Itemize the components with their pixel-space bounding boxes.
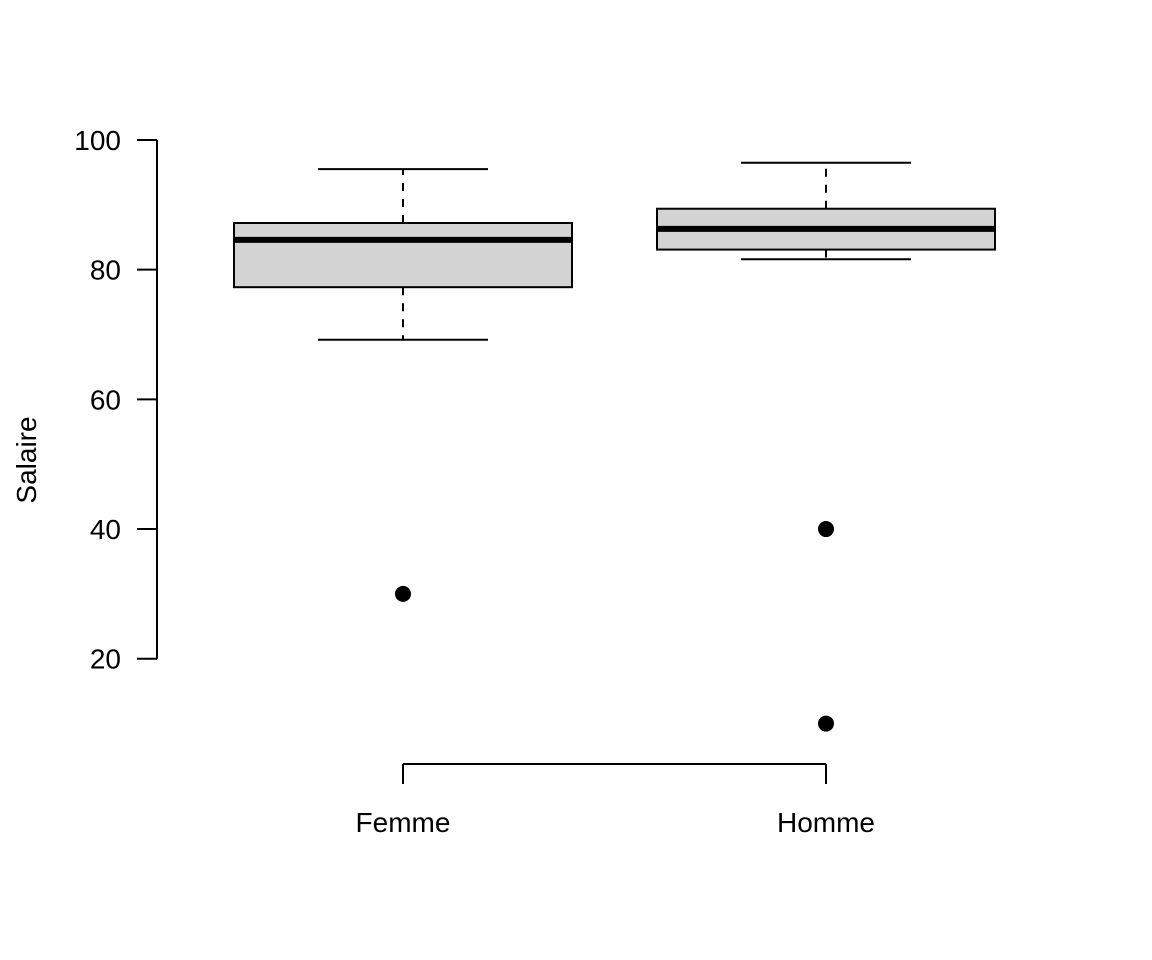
- y-tick-label: 80: [90, 255, 121, 286]
- x-axis: Femme Homme: [356, 763, 875, 838]
- y-tick-label: 40: [90, 514, 121, 545]
- x-tick-label: Homme: [777, 807, 875, 838]
- outlier-point: [818, 715, 834, 732]
- y-tick-label: 100: [74, 125, 121, 156]
- y-tick-label: 60: [90, 384, 121, 415]
- outlier-point: [818, 521, 834, 538]
- x-tick-label: Femme: [356, 807, 451, 838]
- y-axis-label: Salaire: [11, 416, 42, 503]
- box-group-homme: [656, 161, 996, 732]
- y-axis: 20 40 60 80 100: [74, 125, 158, 675]
- box-group-femme: [233, 168, 573, 602]
- boxes: [233, 161, 996, 732]
- y-tick-label: 20: [90, 644, 121, 675]
- iqr-box: [233, 221, 573, 289]
- outlier-point: [395, 585, 411, 602]
